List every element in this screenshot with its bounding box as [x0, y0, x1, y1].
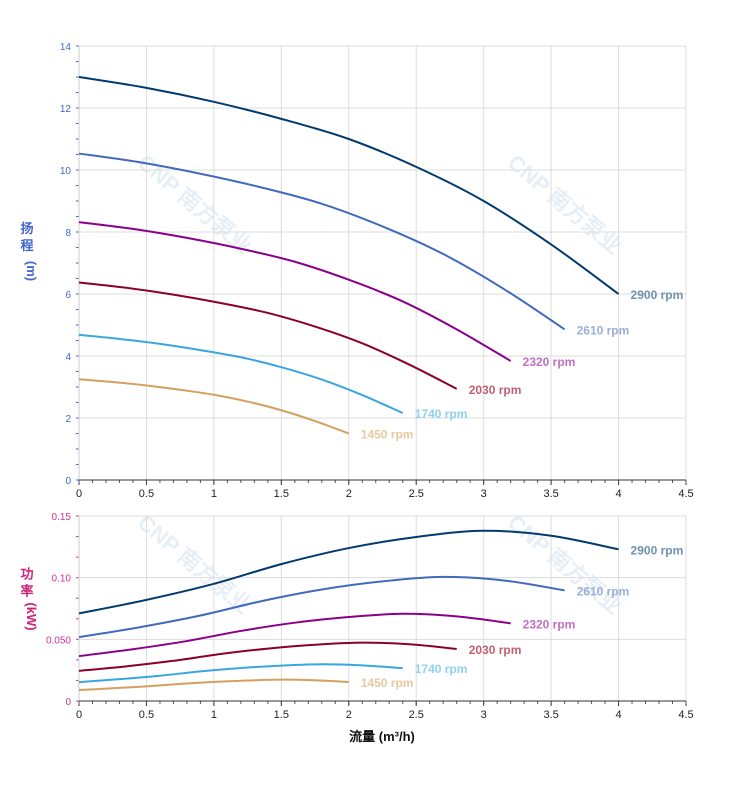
series-label: 2030 rpm	[469, 643, 522, 657]
series-line-2900-rpm	[78, 76, 620, 295]
y-axis-title-char: 扬	[20, 221, 33, 236]
y-tick-label: 12	[60, 104, 72, 115]
y-axis-title-unit: (kW)	[24, 602, 39, 630]
x-tick-label: 1.5	[274, 709, 289, 721]
x-tick-label: 3.5	[543, 488, 558, 500]
x-tick-label: 4.5	[678, 709, 693, 721]
y-axis-title-char: 功	[20, 567, 33, 582]
x-tick-label: 1	[211, 488, 217, 500]
watermark-text: CNP 南方泵业	[133, 510, 256, 619]
series-line-2030-rpm	[78, 281, 458, 390]
y-tick-label: 0	[65, 476, 71, 487]
series-line-2320-rpm	[78, 221, 512, 362]
series-label: 1450 rpm	[361, 428, 414, 442]
y-tick-label: 0.050	[46, 635, 71, 646]
series-line-2610-rpm	[78, 575, 565, 639]
y-axis-title-char: 程	[20, 238, 33, 253]
x-tick-label: 1.5	[274, 488, 289, 500]
y-tick-label: 6	[65, 290, 71, 301]
series-label: 1740 rpm	[415, 662, 468, 676]
x-tick-label: 3	[481, 709, 487, 721]
power-chart: 0 0.5 1 1.5 2 2.5 3 3.5 4 4.5 0 0.050 0.10 0.15 功率 (kW)…	[20, 512, 693, 721]
series-label: 2900 rpm	[631, 288, 684, 302]
series-line-2610-rpm	[78, 152, 566, 331]
series-line-1450-rpm	[78, 378, 350, 435]
series-label: 2320 rpm	[523, 617, 576, 631]
series-line-1740-rpm	[78, 333, 404, 414]
x-tick-label: 2.5	[409, 709, 424, 721]
watermark-text: CNP 南方泵业	[503, 150, 626, 259]
x-tick-label: 0.5	[139, 488, 154, 500]
series-line-2030-rpm	[78, 641, 457, 672]
x-tick-label: 3.5	[543, 709, 558, 721]
series-label: 2610 rpm	[577, 584, 630, 598]
y-tick-label: 8	[65, 228, 71, 239]
watermark-text: CNP 南方泵业	[133, 150, 256, 259]
y-tick-label: 2	[65, 414, 71, 425]
y-tick-label: 4	[65, 352, 71, 363]
y-axis-title-char: 率	[20, 584, 33, 599]
watermark-text: CNP 南方泵业	[503, 510, 626, 619]
y-tick-label: 14	[60, 42, 72, 53]
x-tick-label: 0	[76, 709, 82, 721]
x-tick-label: 4	[615, 709, 621, 721]
y-tick-label: 0.15	[52, 512, 72, 523]
x-tick-label: 2.5	[409, 488, 424, 500]
y-tick-label: 0.10	[52, 574, 72, 585]
series-label: 2320 rpm	[523, 355, 576, 369]
x-tick-label: 2	[346, 709, 352, 721]
x-tick-label: 0	[76, 488, 82, 500]
y-tick-label: 10	[60, 166, 72, 177]
series-line-1450-rpm	[78, 678, 349, 692]
x-tick-label: 1	[211, 709, 217, 721]
series-line-1740-rpm	[78, 663, 403, 684]
x-tick-label: 0.5	[139, 709, 154, 721]
series-line-2320-rpm	[78, 612, 511, 658]
x-axis-title: 流量 (m³/h)	[349, 729, 415, 744]
series-line-2900-rpm	[78, 529, 619, 615]
x-tick-label: 2	[346, 488, 352, 500]
series-label: 1450 rpm	[361, 676, 414, 690]
series-label: 2610 rpm	[577, 323, 630, 337]
x-tick-label: 4.5	[678, 488, 693, 500]
series-label: 1740 rpm	[415, 407, 468, 421]
series-label: 2900 rpm	[631, 543, 684, 557]
x-tick-label: 3	[481, 488, 487, 500]
head-chart: 0 0.5 1 1.5 2 2.5 3 3.5 4 4.5 0 2 4 6 8 10 12 14 扬程 (m) 2900…	[20, 42, 693, 500]
x-tick-label: 4	[615, 488, 621, 500]
y-axis-title-unit: (m)	[24, 261, 39, 281]
series-label: 2030 rpm	[469, 383, 522, 397]
y-tick-label: 0	[65, 697, 71, 708]
watermark-layer: CNP 南方泵业 CNP 南方泵业 CNP 南方泵业 CNP 南方泵业	[133, 150, 626, 619]
